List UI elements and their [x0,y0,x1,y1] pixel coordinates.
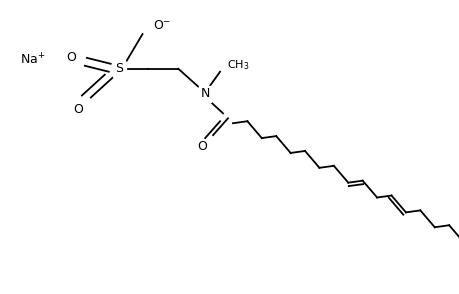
Text: N: N [200,87,209,100]
Text: Na$^{+}$: Na$^{+}$ [20,52,45,67]
Text: O: O [66,51,76,64]
Text: O$^{-}$: O$^{-}$ [153,19,171,32]
Text: O: O [197,140,207,153]
Text: S: S [114,62,123,75]
Text: CH$_3$: CH$_3$ [227,58,249,72]
Text: O: O [73,103,83,116]
